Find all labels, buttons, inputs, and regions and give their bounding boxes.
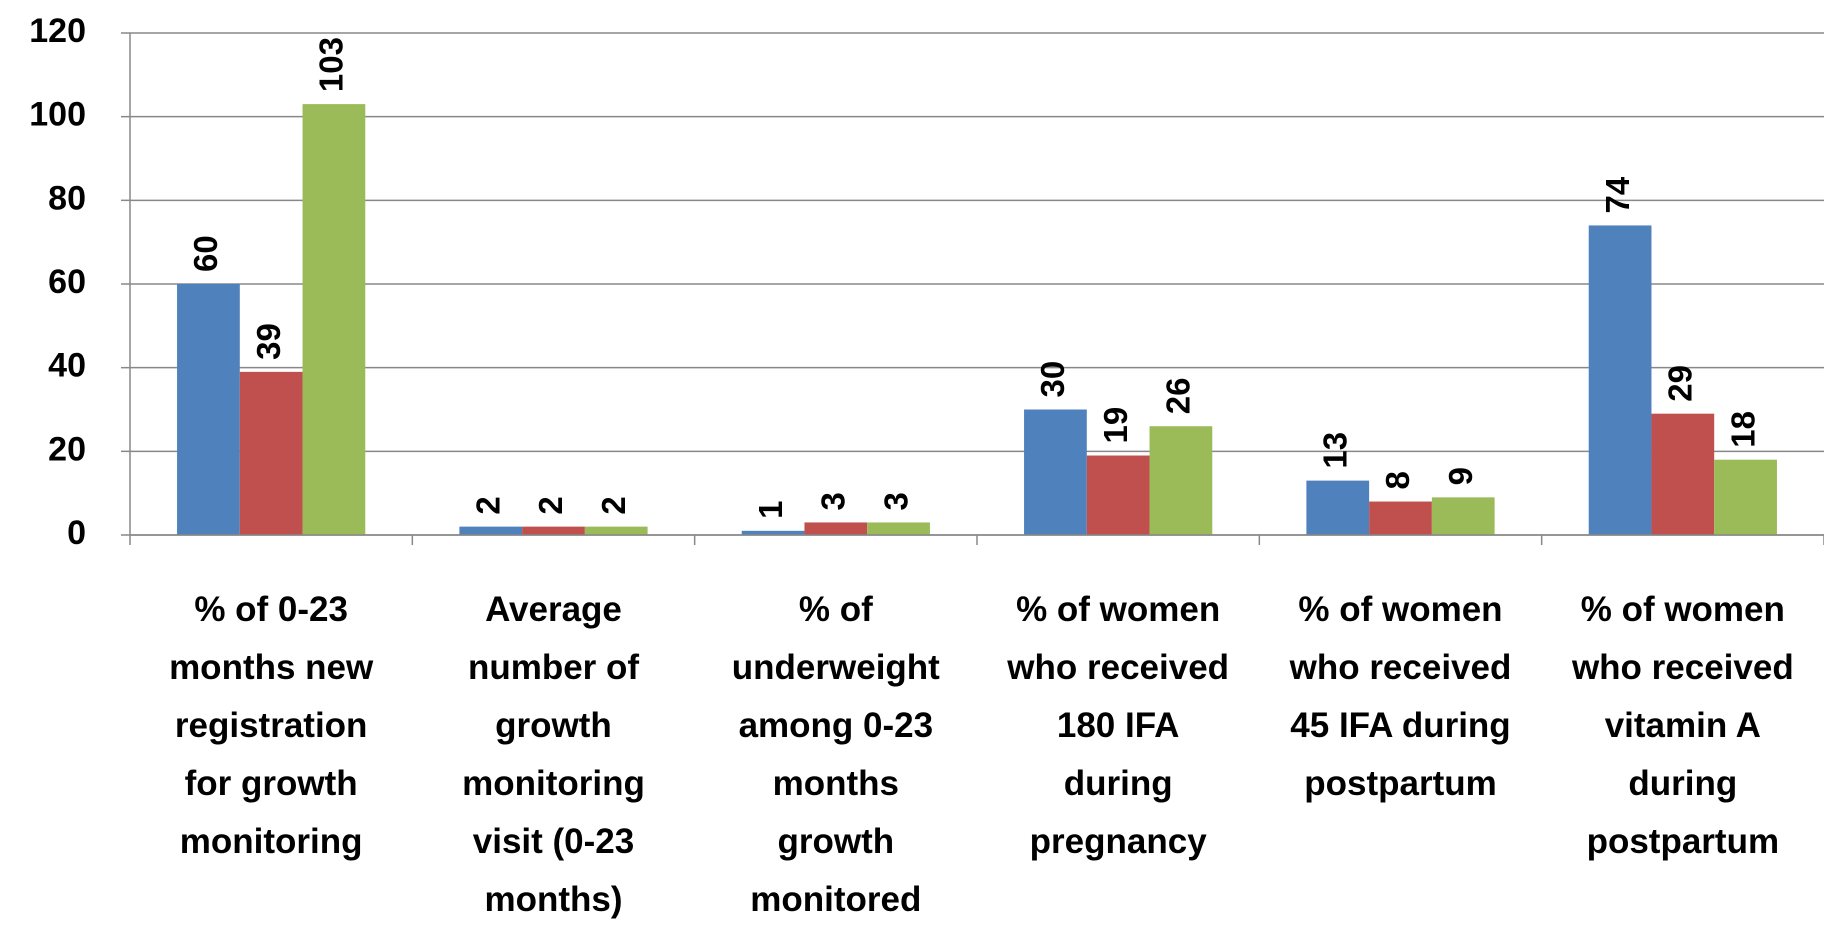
y-tick-label: 40 [48, 347, 86, 385]
bar [1431, 497, 1495, 535]
data-label: 8 [1379, 471, 1416, 489]
y-tick-label: 60 [48, 263, 86, 301]
data-label: 3 [815, 492, 852, 510]
bar [804, 522, 868, 535]
x-tick-label: % of women who received 45 IFA during po… [1289, 590, 1512, 803]
y-tick-label: 80 [48, 179, 86, 217]
y-tick-label: 20 [48, 430, 86, 468]
x-tick-label: % of women who received 180 IFA during p… [1007, 590, 1230, 861]
data-label: 9 [1442, 467, 1479, 485]
bar [741, 530, 805, 535]
x-tick-label: % of underweight among 0-23 months growt… [731, 590, 940, 919]
data-label: 103 [313, 37, 350, 92]
bar [177, 284, 240, 535]
x-tick-label: % of women who received vitamin A during… [1571, 590, 1794, 861]
bar [1651, 413, 1715, 535]
data-label: 60 [187, 235, 224, 272]
data-label: 2 [595, 496, 632, 514]
bar [1024, 409, 1087, 535]
bar [1306, 480, 1370, 535]
bar [239, 371, 303, 535]
y-tick-label: 100 [29, 96, 86, 134]
bar [522, 526, 585, 535]
data-label: 30 [1034, 361, 1071, 398]
bar [867, 522, 930, 535]
data-label: 39 [250, 323, 287, 360]
data-label: 29 [1662, 365, 1699, 402]
data-label: 19 [1097, 407, 1134, 444]
data-label: 18 [1724, 411, 1761, 448]
bar [1369, 501, 1432, 535]
x-tick-label: % of 0-23 months new registration for gr… [169, 590, 374, 861]
bar [1588, 225, 1652, 535]
bar [1714, 459, 1777, 535]
data-label: 2 [532, 496, 569, 514]
x-tick-label: Average number of growth monitoring visi… [462, 590, 645, 919]
bar [584, 526, 648, 535]
y-tick-label: 0 [67, 514, 86, 552]
bar [459, 526, 523, 535]
data-label: 26 [1160, 378, 1197, 415]
y-tick-label: 120 [29, 12, 86, 50]
data-label: 2 [469, 496, 506, 514]
bar [1149, 426, 1213, 535]
data-label: 1 [752, 500, 789, 518]
bar [1086, 455, 1150, 535]
data-label: 3 [877, 492, 914, 510]
data-label: 13 [1316, 432, 1353, 469]
bar [302, 104, 366, 535]
data-label: 74 [1599, 176, 1636, 213]
